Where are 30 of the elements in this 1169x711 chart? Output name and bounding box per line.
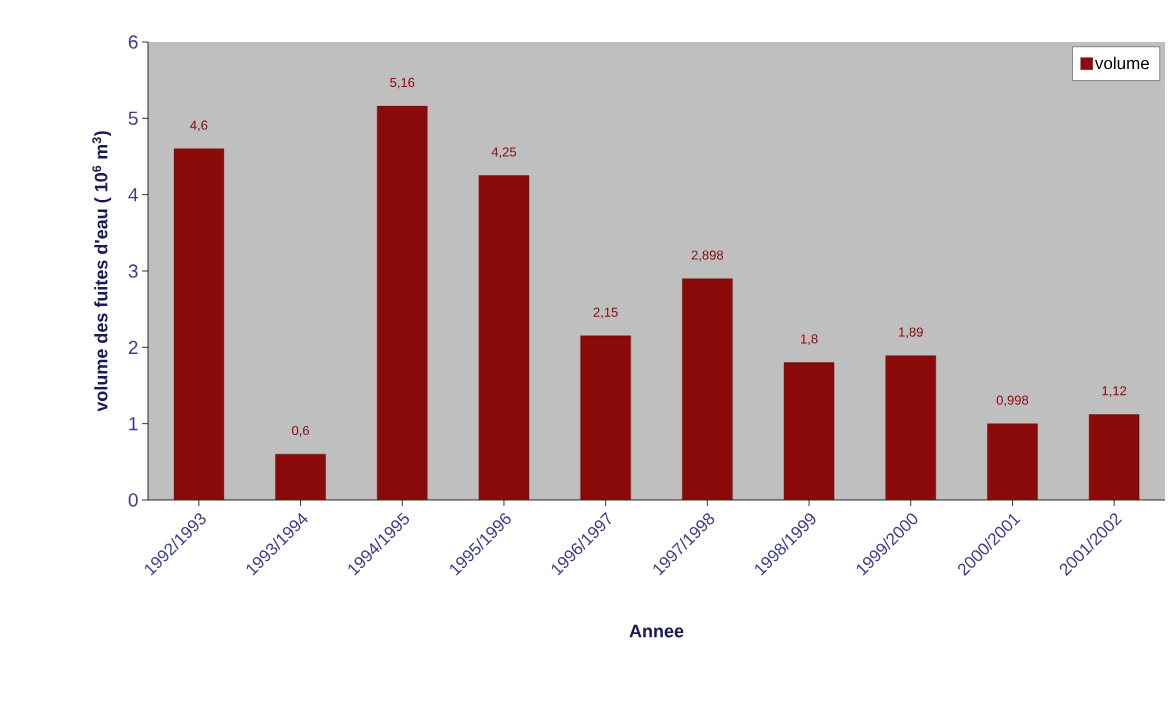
bar — [1088, 414, 1140, 500]
data-label: 0,6 — [292, 425, 310, 437]
y-tick-label: 3 — [128, 264, 138, 278]
legend-label: volume — [1094, 56, 1149, 70]
bar — [377, 105, 428, 500]
y-tick-label: 0 — [128, 493, 138, 507]
bar — [173, 148, 225, 500]
y-tick-label: 1 — [129, 417, 138, 431]
y-tick-label: 6 — [128, 35, 138, 49]
data-label: 4,6 — [190, 120, 208, 132]
data-label: 0,998 — [996, 395, 1029, 407]
data-label: 2,15 — [593, 307, 618, 319]
data-label: 4,25 — [491, 147, 517, 159]
bar — [783, 362, 835, 500]
data-label: 2,898 — [691, 250, 724, 262]
data-label: 1,89 — [899, 327, 923, 339]
data-label: 5,16 — [390, 77, 415, 89]
bar — [478, 175, 530, 500]
bar — [885, 355, 936, 500]
bar — [987, 423, 1038, 500]
data-label: 1,8 — [801, 334, 818, 346]
y-tick-label: 4 — [128, 188, 138, 202]
y-axis-title: volume des fuites d'eau ( 10$^{6}$ m$^{3}$) — [92, 131, 112, 412]
x-axis-title: Annee — [629, 624, 684, 638]
bar — [580, 335, 631, 500]
data-label: 1,12 — [1102, 386, 1127, 397]
bar — [682, 278, 733, 500]
y-tick-label: 5 — [128, 111, 138, 125]
bar — [275, 453, 326, 500]
y-tick-label: 2 — [128, 340, 138, 354]
